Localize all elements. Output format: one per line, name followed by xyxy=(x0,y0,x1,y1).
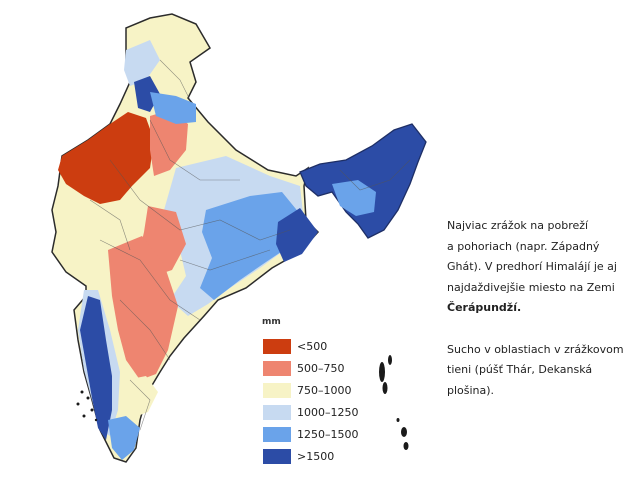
legend-label: 750–1000 xyxy=(297,383,352,397)
para2-line: plošina). xyxy=(447,383,495,397)
legend-label: 500–750 xyxy=(297,361,345,375)
para2-line: Sucho v oblastiach v zrážkovom xyxy=(447,342,624,356)
legend-item: 1250–1500 xyxy=(263,423,359,445)
legend-title: mm xyxy=(262,317,281,327)
region-1500-east-coast xyxy=(276,208,318,262)
northeast-interior xyxy=(332,180,376,216)
lakshadweep-islands xyxy=(76,390,98,422)
region-500-750-north xyxy=(150,110,188,176)
region-1250-1500-north xyxy=(150,92,196,124)
legend-label: 1250–1500 xyxy=(297,427,359,441)
northeast-region xyxy=(299,123,427,239)
andaman-nicobar-islands xyxy=(379,355,409,450)
region-under-500-thar xyxy=(58,112,154,204)
para1-line: Najviac zrážok na pobreží xyxy=(447,219,589,232)
legend-item: <500 xyxy=(263,335,359,357)
para1-line: a pohoriach (napr. Západný xyxy=(447,239,600,253)
cherrapunji-bold: Čerápundží. xyxy=(447,301,522,315)
description-text: Najviac zrážok na pobreží a pohoriach (n… xyxy=(447,216,632,401)
legend-swatch xyxy=(263,404,291,420)
legend-swatch xyxy=(263,448,291,464)
region-750-1000-south xyxy=(124,376,158,418)
region-1000-1250-north xyxy=(124,40,160,86)
legend-label: 1000–1250 xyxy=(297,405,359,419)
legend-swatch xyxy=(263,426,291,442)
para1-line: najdaždivejšie miesto na Zemi xyxy=(447,280,615,294)
para1-line: Ghát). V predhorí Himalájí je aj xyxy=(447,260,617,274)
legend-item: 1000–1250 xyxy=(263,401,359,423)
legend-swatch xyxy=(263,338,291,354)
legend-swatch xyxy=(263,360,291,376)
legend-label: <500 xyxy=(297,339,328,353)
region-1500-western-ghats xyxy=(80,296,112,440)
legend-swatch xyxy=(263,382,291,398)
legend-item: 750–1000 xyxy=(263,379,359,401)
region-1250-1500-south-tip xyxy=(108,416,140,460)
legend-item: 500–750 xyxy=(263,357,359,379)
district-boundaries xyxy=(89,59,411,431)
region-500-750-deccan xyxy=(108,236,178,380)
legend-label: >1500 xyxy=(297,449,335,463)
region-1250-1500 xyxy=(200,192,300,300)
para2-line: tieni (púšť Thár, Dekanská xyxy=(447,363,593,377)
legend-item: >1500 xyxy=(263,445,359,467)
legend: <500 500–750 750–1000 1000–1250 1250–150… xyxy=(263,335,359,467)
